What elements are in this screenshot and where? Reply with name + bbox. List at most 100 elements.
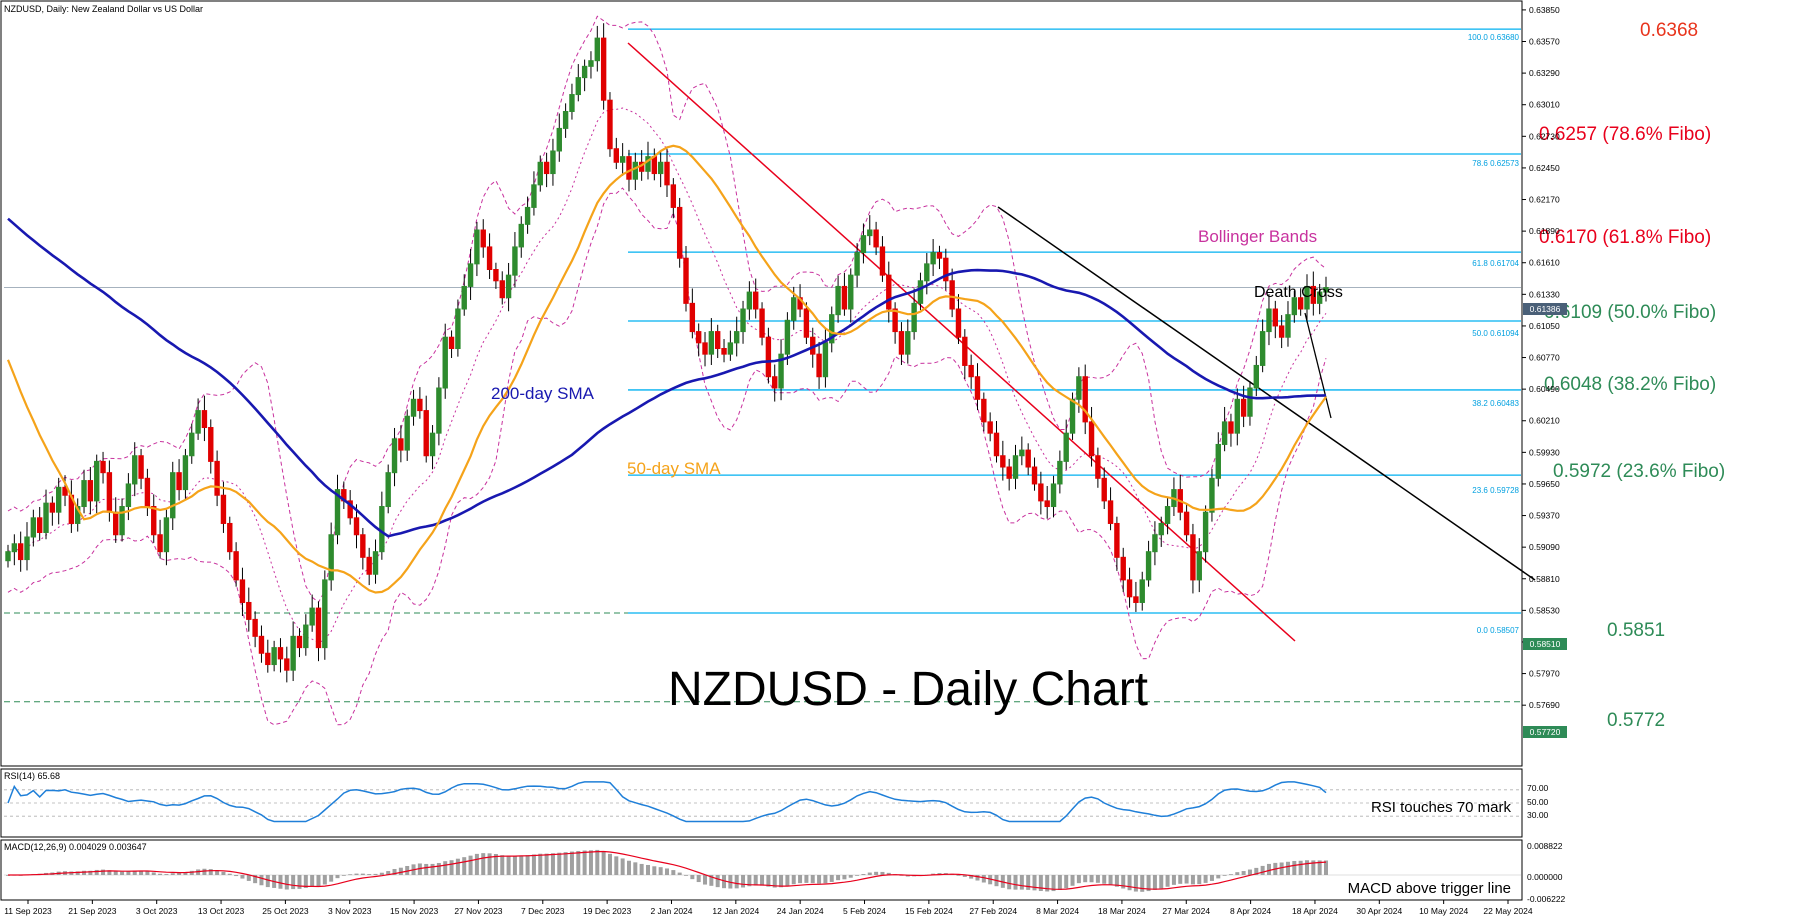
macd-bar: [316, 875, 321, 887]
candle: [43, 489, 49, 540]
candle: [879, 236, 886, 282]
macd-bar: [1038, 875, 1043, 892]
date-tick-label: 18 Apr 2024: [1292, 906, 1338, 916]
macd-bar: [645, 864, 650, 875]
macd-bar: [101, 869, 106, 875]
death-cross-pointer: [1304, 312, 1332, 419]
candle: [683, 246, 689, 312]
candle: [1095, 447, 1101, 488]
macd-bar: [221, 871, 226, 875]
candle-body: [106, 472, 113, 513]
candle-body: [100, 460, 106, 474]
candle-body: [822, 342, 829, 378]
candle: [461, 274, 467, 316]
macd-bar: [836, 875, 841, 881]
macd-bar: [842, 875, 847, 880]
candle-body: [905, 331, 911, 355]
candle-body: [886, 274, 892, 310]
candle: [784, 312, 791, 365]
candle-body: [949, 280, 955, 310]
macd-bar: [75, 871, 80, 875]
candle-body: [911, 302, 917, 333]
chart-title: NZDUSD - Daily Chart: [668, 663, 1148, 716]
rsi-panel: [0, 768, 1523, 838]
macd-bar: [722, 875, 727, 889]
price-tick-label: 0.57970: [1529, 669, 1560, 679]
macd-bar: [1324, 860, 1328, 875]
macd-bar: [1095, 875, 1100, 883]
macd-bar: [652, 866, 657, 875]
candle: [518, 216, 524, 258]
candle-body: [132, 455, 138, 485]
macd-bar: [969, 875, 974, 879]
macd-bar: [1127, 875, 1132, 891]
candle-body: [1240, 398, 1247, 417]
candle-body: [277, 647, 284, 660]
candle: [512, 232, 518, 288]
candle: [239, 567, 246, 617]
candle: [550, 138, 556, 186]
candle: [581, 59, 588, 92]
date-tick-label: 10 May 2024: [1419, 906, 1468, 916]
candle-body: [214, 460, 220, 496]
candle: [955, 294, 962, 344]
candle-body: [417, 398, 423, 412]
price-tick-label: 0.58810: [1529, 574, 1560, 584]
macd-note: MACD above trigger line: [1348, 880, 1511, 897]
macd-bar: [1019, 875, 1024, 890]
candle-body: [917, 280, 924, 304]
candle: [721, 339, 727, 363]
candle-body: [182, 455, 189, 491]
support-annotation: 0.5772: [1607, 710, 1665, 731]
candle: [569, 83, 575, 120]
macd-bar: [557, 852, 562, 875]
candle-body: [708, 331, 715, 355]
candle-body: [24, 536, 30, 561]
macd-bar: [443, 861, 448, 875]
date-tick-label: 13 Oct 2023: [198, 906, 245, 916]
macd-bar: [633, 862, 638, 875]
macd-bar: [177, 873, 182, 875]
macd-bar: [259, 875, 264, 886]
candle-body: [714, 331, 721, 350]
candle: [657, 151, 664, 188]
candle-body: [1228, 421, 1234, 434]
macd-bar: [595, 849, 600, 875]
candle-body: [664, 161, 670, 186]
macd-bar: [455, 858, 460, 875]
candle: [1145, 540, 1152, 587]
date-tick-label: 3 Nov 2023: [328, 906, 372, 916]
candle-body: [201, 410, 208, 429]
candle: [322, 570, 328, 660]
candle-body: [309, 607, 315, 626]
candle-body: [404, 415, 410, 451]
candle-body: [1221, 421, 1228, 445]
date-tick-label: 11 Sep 2023: [4, 906, 52, 916]
candle: [778, 339, 784, 401]
candle-body: [87, 480, 94, 502]
candle-body: [11, 543, 18, 553]
candle-body: [1012, 455, 1019, 479]
macd-bar: [196, 869, 201, 875]
candle: [448, 330, 455, 358]
candle-body: [372, 551, 379, 575]
candle: [1038, 471, 1044, 515]
candle-body: [1063, 432, 1069, 462]
candle: [1164, 497, 1171, 535]
candle: [524, 196, 531, 234]
candle: [1190, 523, 1196, 594]
macd-bar: [240, 875, 245, 879]
fibo-100-annotation: 0.6368: [1640, 20, 1698, 41]
macd-bar: [512, 855, 517, 875]
candle-body: [727, 342, 734, 355]
candle-body: [670, 184, 677, 208]
candle: [962, 329, 968, 379]
macd-bar: [1159, 875, 1164, 889]
candle-body: [955, 308, 962, 338]
price-tick-label: 0.61890: [1529, 226, 1560, 236]
macd-bar: [392, 868, 397, 875]
candle: [803, 302, 810, 344]
macd-bar: [234, 875, 239, 877]
macd-bar: [158, 873, 163, 875]
candle: [619, 143, 626, 176]
